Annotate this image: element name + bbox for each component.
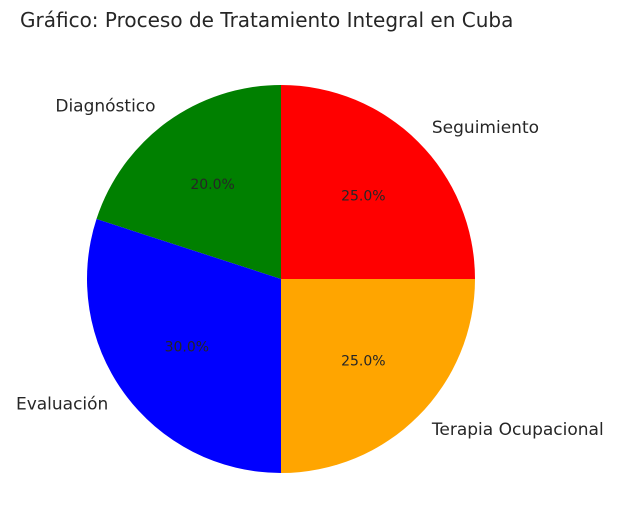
- pie-percent-label-seguimiento: 25.0%: [341, 189, 385, 205]
- pie-category-labels: Diagnóstico Evaluación Terapia Ocupacional…: [16, 96, 604, 440]
- pie-slice-diagnostico: [96, 85, 282, 279]
- pie-slice-seguimiento: [281, 85, 475, 279]
- pie-category-label-evaluacion: Evaluación: [16, 394, 108, 414]
- pie-category-label-terapia-ocupacional: Terapia Ocupacional: [431, 420, 604, 440]
- pie-slice-terapia-ocupacional: [281, 279, 475, 473]
- pie-slice-evaluacion: [86, 219, 281, 473]
- pie-percent-labels: 20.0% 30.0% 25.0% 25.0%: [165, 177, 386, 369]
- pie-slices: [86, 85, 475, 473]
- pie-percent-label-diagnostico: 20.0%: [190, 177, 234, 193]
- pie-percent-label-terapia-ocupacional: 25.0%: [341, 353, 385, 369]
- chart-title: Gráfico: Proceso de Tratamiento Integral…: [20, 8, 514, 32]
- pie-percent-label-evaluacion: 30.0%: [165, 339, 209, 355]
- pie-category-label-diagnostico: Diagnóstico: [55, 96, 155, 116]
- pie-category-label-seguimiento: Seguimiento: [432, 118, 539, 138]
